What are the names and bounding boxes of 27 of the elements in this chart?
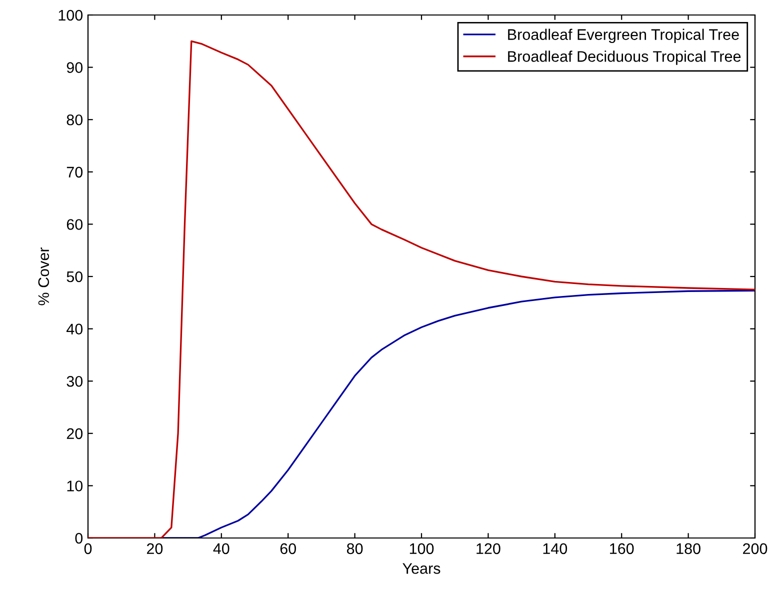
- x-tick-label: 80: [346, 543, 363, 554]
- y-tick-label: 80: [66, 114, 83, 126]
- y-tick-label: 100: [58, 10, 83, 21]
- x-tick-label: 0: [84, 543, 92, 554]
- y-tick-label: 0: [75, 532, 83, 544]
- y-tick-label: 90: [66, 62, 83, 73]
- x-tick-label: 160: [610, 543, 634, 554]
- y-tick-label: 50: [66, 271, 83, 282]
- y-tick-label: 40: [66, 324, 83, 334]
- x-tick-label: 200: [743, 543, 768, 554]
- y-tick-label: 60: [66, 219, 83, 230]
- x-tick-label: 180: [676, 543, 700, 554]
- y-tick-label: 30: [66, 376, 83, 387]
- x-tick-label: 40: [213, 543, 230, 554]
- legend-label: Broadleaf Deciduous Tropical Tree: [508, 50, 741, 65]
- x-axis-title: Years: [402, 563, 440, 574]
- y-axis-title: % Cover: [38, 247, 50, 306]
- x-tick-label: 100: [410, 543, 434, 554]
- x-tick-label: 120: [476, 543, 500, 554]
- x-tick-label: 140: [543, 543, 568, 554]
- y-tick-label: 70: [66, 166, 83, 178]
- y-tick-label: 20: [66, 428, 83, 440]
- y-tick-label: 10: [67, 480, 83, 492]
- line-series: [160, 290, 755, 538]
- x-tick-label: 20: [146, 543, 163, 554]
- legend-label: Broadleaf Evergreen Tropical Tree: [508, 28, 739, 43]
- x-tick-label: 60: [280, 543, 296, 554]
